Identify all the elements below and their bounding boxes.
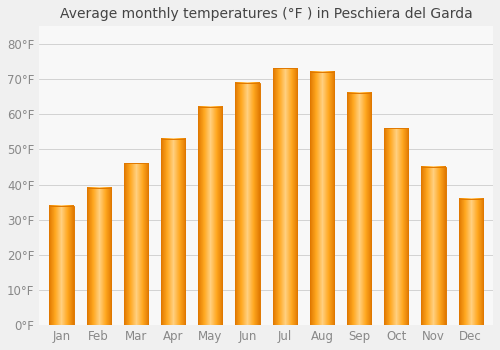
- Bar: [124, 163, 148, 325]
- Bar: [124, 163, 148, 325]
- Bar: [50, 206, 74, 325]
- Bar: [347, 93, 371, 325]
- Bar: [422, 167, 446, 325]
- Bar: [161, 139, 185, 325]
- Bar: [272, 69, 297, 325]
- Bar: [458, 198, 483, 325]
- Bar: [86, 188, 111, 325]
- Bar: [347, 93, 371, 325]
- Bar: [310, 72, 334, 325]
- Bar: [310, 72, 334, 325]
- Bar: [236, 83, 260, 325]
- Bar: [86, 188, 111, 325]
- Bar: [198, 107, 222, 325]
- Bar: [161, 139, 185, 325]
- Title: Average monthly temperatures (°F ) in Peschiera del Garda: Average monthly temperatures (°F ) in Pe…: [60, 7, 472, 21]
- Bar: [422, 167, 446, 325]
- Bar: [458, 198, 483, 325]
- Bar: [384, 128, 408, 325]
- Bar: [272, 69, 297, 325]
- Bar: [198, 107, 222, 325]
- Bar: [50, 206, 74, 325]
- Bar: [236, 83, 260, 325]
- Bar: [384, 128, 408, 325]
